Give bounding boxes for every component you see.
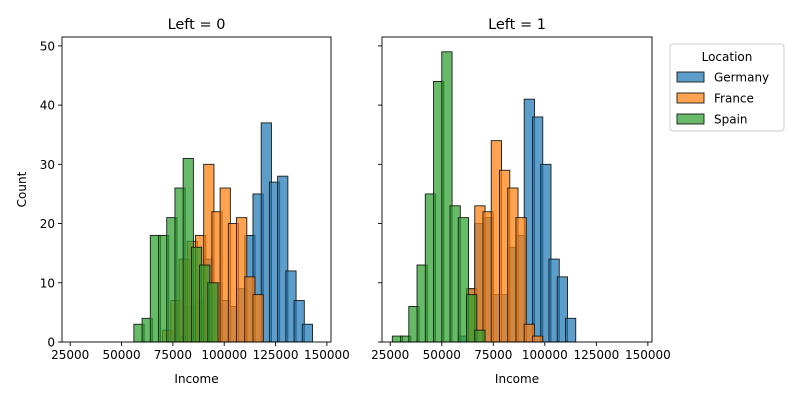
x-tick-label: 50000 (102, 348, 140, 362)
bar-spain (474, 329, 486, 343)
panel-title: Left = 0 (168, 17, 226, 33)
x-tick-label: 50000 (423, 348, 461, 362)
panel-1: 25000 50000 75000 100000 125000 150000 0 10 20 30… (15, 17, 350, 386)
x-tick-label: 150000 (304, 348, 350, 362)
legend-label-germany: Germany (714, 71, 769, 85)
legend-swatch-spain (676, 113, 705, 125)
y-tick-label: 30 (40, 158, 55, 172)
legend-label-spain: Spain (714, 113, 748, 127)
y-tick-label: 0 (47, 336, 55, 350)
y-tick-label: 10 (40, 276, 55, 290)
legend-box (669, 43, 785, 132)
bars (133, 122, 313, 343)
legend-label-france: France (714, 92, 754, 106)
x-tick-label: 75000 (474, 348, 512, 362)
x-tick-label: 100000 (522, 348, 568, 362)
bar-france (532, 335, 544, 343)
bar-france (515, 217, 527, 343)
x-axis-label: Income (174, 372, 218, 386)
y-axis-label: Count (15, 171, 29, 207)
x-tick-label: 25000 (51, 348, 89, 362)
panel-title: Left = 1 (488, 17, 546, 33)
axes-frame (61, 36, 332, 343)
legend-title: Location (702, 50, 753, 64)
x-tick-label: 75000 (154, 348, 192, 362)
panel-2: 25000 50000 75000 100000 125000 150000 Income L… (371, 17, 671, 386)
x-tick-label: 125000 (573, 348, 619, 362)
bar-spain (207, 282, 219, 343)
bar-germany (301, 323, 313, 343)
legend-swatch-france (676, 92, 705, 104)
x-axis-label: Income (495, 372, 539, 386)
bar-france (252, 294, 264, 343)
bar-germany (564, 317, 577, 343)
x-tick-label: 125000 (253, 348, 299, 362)
bars (391, 51, 577, 343)
axes-frame (381, 36, 653, 343)
x-tick-label: 100000 (201, 348, 247, 362)
legend-swatch-germany (676, 71, 705, 83)
y-tick-label: 40 (40, 99, 55, 113)
legend: Location Germany France Spain (669, 43, 785, 132)
x-tick-label: 25000 (371, 348, 409, 362)
x-tick-label: 150000 (625, 348, 671, 362)
y-tick-label: 50 (40, 39, 55, 53)
y-tick-label: 20 (40, 217, 55, 231)
